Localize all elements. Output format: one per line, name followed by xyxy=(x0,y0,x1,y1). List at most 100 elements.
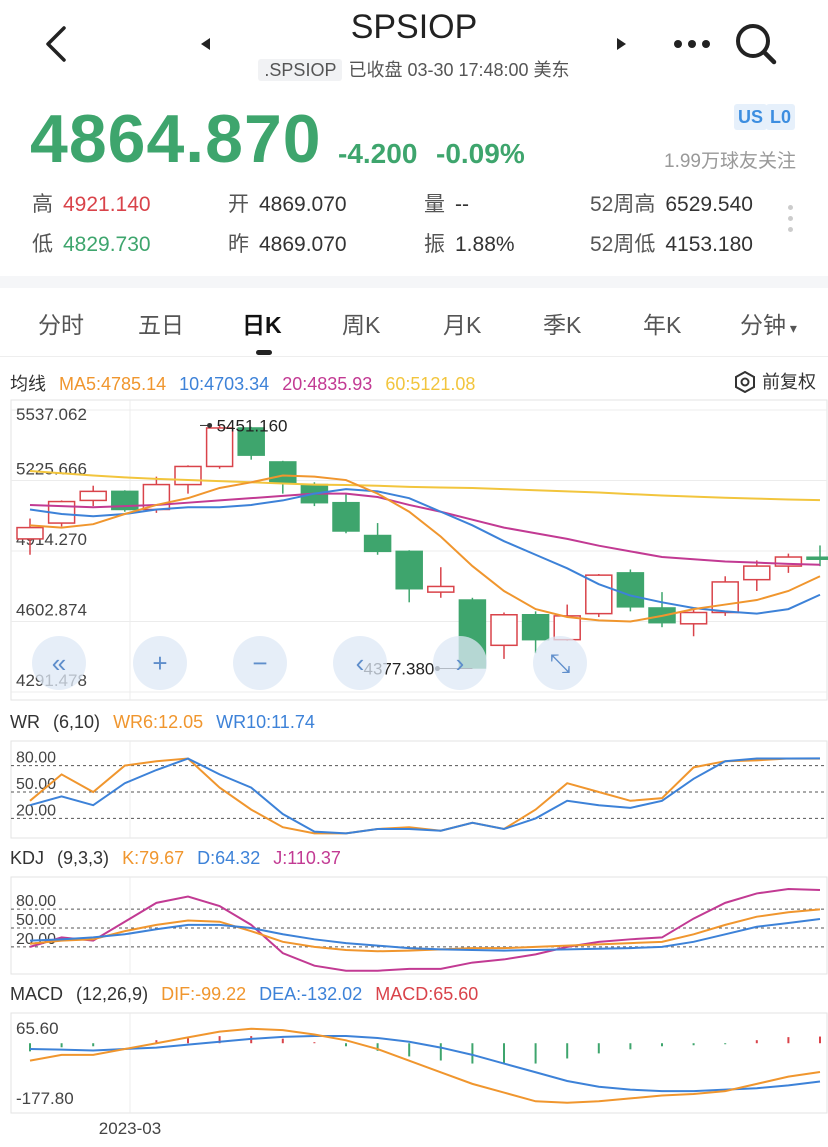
chevron-left-icon[interactable] xyxy=(40,24,70,64)
stat-52w-low: 52周低 4153.180 xyxy=(590,233,753,256)
tab-0[interactable]: 分时 xyxy=(38,312,84,338)
level-label: 80.00 xyxy=(16,893,56,910)
fullscreen-button[interactable]: ⤡ xyxy=(533,636,587,690)
candle-body xyxy=(679,611,708,625)
level-label: 20.00 xyxy=(16,802,56,819)
scroll-far-left-button[interactable]: « xyxy=(32,636,86,690)
zoom-in-button[interactable]: + xyxy=(133,636,187,690)
kdj-label[interactable]: KDJ xyxy=(10,848,45,868)
ma10-line xyxy=(29,488,821,615)
candle-body xyxy=(521,614,550,641)
kdj-d-value: D:64.32 xyxy=(197,848,261,868)
adjust-toggle[interactable]: 前复权 xyxy=(734,368,816,394)
stat-volume: 量 -- xyxy=(424,193,469,216)
tab-5[interactable]: 季K xyxy=(543,312,582,338)
ma-legend: 均线 MA5:4785.14 10:4703.34 20:4835.93 60:… xyxy=(10,370,483,396)
active-tab-indicator xyxy=(256,350,272,355)
kdj-params: (9,3,3) xyxy=(57,848,110,868)
prev-stock-icon[interactable] xyxy=(198,36,214,52)
candle-body xyxy=(490,614,518,647)
kdj-legend: KDJ (9,3,3) K:79.67 D:64.32 J:110.37 xyxy=(10,848,349,869)
candle-body xyxy=(427,585,455,593)
candle-body xyxy=(616,572,645,608)
stat-low: 低 4829.730 xyxy=(32,233,151,256)
kdj-k-value: K:79.67 xyxy=(122,848,185,868)
stat-open: 开 4869.070 xyxy=(228,193,347,216)
tab-3[interactable]: 周K xyxy=(342,312,381,338)
candle-body xyxy=(774,556,803,567)
ma60-value: 60:5121.08 xyxy=(385,374,476,394)
level-label: 50.00 xyxy=(16,912,56,929)
macd-tick-top: 65.60 xyxy=(16,1019,59,1038)
tab-divider xyxy=(0,356,828,357)
ma10-value: 10:4703.34 xyxy=(179,374,270,394)
ma20-value: 20:4835.93 xyxy=(282,374,373,394)
wr10-value: WR10:11.74 xyxy=(216,712,315,732)
dif-line xyxy=(29,1027,821,1104)
dif-value: DIF:-99.22 xyxy=(161,984,247,1004)
candlestick-chart[interactable]: 5537.0625225.6664914.2704602.8744291.478… xyxy=(0,398,828,703)
ma5-line xyxy=(29,474,821,623)
candle-body xyxy=(269,461,297,484)
high-marker-dot xyxy=(207,422,213,428)
dea-value: DEA:-132.02 xyxy=(259,984,363,1004)
high-marker-label: 5451.160 xyxy=(217,416,288,435)
search-icon[interactable] xyxy=(734,22,780,68)
candle-body xyxy=(16,526,44,540)
ma-label: 均线 xyxy=(10,374,46,394)
candle-body xyxy=(395,550,423,590)
macd-label[interactable]: MACD xyxy=(10,984,63,1004)
candle-body xyxy=(711,581,739,614)
section-divider xyxy=(0,276,828,288)
scroll-left-button[interactable]: ‹ xyxy=(333,636,387,690)
tab-4[interactable]: 月K xyxy=(443,312,482,338)
stat-prev-close: 昨 4869.070 xyxy=(228,233,347,256)
macd-params: (12,26,9) xyxy=(76,984,149,1004)
zoom-out-button[interactable]: − xyxy=(233,636,287,690)
expand-stats-icon[interactable] xyxy=(788,205,794,238)
last-price: 4864.870 xyxy=(30,101,322,177)
candle-body xyxy=(174,465,202,486)
chart-frame xyxy=(10,399,828,701)
level-label: 50.00 xyxy=(16,776,56,793)
level-badge: L0 xyxy=(766,104,796,130)
wr-chart: 80.00 50.00 20.00 xyxy=(10,740,828,839)
tab-7[interactable]: 分钟 ▾ xyxy=(740,312,797,338)
kdj-j-value: J:110.37 xyxy=(273,848,341,868)
ma5-value: MA5:4785.14 xyxy=(59,374,167,394)
y-tick-label: 5537.062 xyxy=(16,405,87,424)
market-badge: US xyxy=(734,104,768,130)
scroll-right-button[interactable]: › xyxy=(433,636,487,690)
tab-2[interactable]: 日K xyxy=(242,312,282,338)
candle-body xyxy=(806,556,828,560)
stat-amplitude: 振 1.88% xyxy=(424,233,515,256)
macd-chart: 65.60 -177.80 2023-03 xyxy=(10,1012,828,1138)
dropdown-caret-icon: ▾ xyxy=(786,320,797,336)
wr-label[interactable]: WR xyxy=(10,712,40,732)
wr-params: (6,10) xyxy=(53,712,101,732)
y-tick-label: 5225.666 xyxy=(16,460,87,479)
dea-line xyxy=(29,1034,821,1093)
candle-body xyxy=(743,565,771,581)
candle-body xyxy=(237,427,265,456)
top-bar: SPSIOP .SPSIOP 已收盘 03-30 17:48:00 美东 xyxy=(0,0,828,92)
market-status: .SPSIOP 已收盘 03-30 17:48:00 美东 xyxy=(0,56,828,82)
price-change-pct: -0.09% xyxy=(436,138,525,169)
kdj-j-line xyxy=(29,888,821,972)
more-dots-icon[interactable] xyxy=(672,38,712,50)
stock-symbol: .SPSIOP xyxy=(258,59,343,81)
tab-1[interactable]: 五日 xyxy=(138,312,184,338)
candle-body xyxy=(332,501,360,532)
wr-legend: WR (6,10) WR6:12.05 WR10:11.74 xyxy=(10,712,323,733)
next-stock-icon[interactable] xyxy=(614,36,630,52)
kdj-d-line xyxy=(29,918,821,952)
tab-6[interactable]: 年K xyxy=(643,312,682,338)
page-title: SPSIOP xyxy=(350,8,478,46)
macd-tick-bottom: -177.80 xyxy=(16,1089,74,1108)
ma60-line xyxy=(29,469,821,502)
candle-body xyxy=(585,574,613,615)
followers-count[interactable]: 1.99万球友关注 xyxy=(664,151,796,172)
stat-52w-high: 52周高 6529.540 xyxy=(590,193,753,216)
price-change: -4.200 xyxy=(338,138,418,169)
